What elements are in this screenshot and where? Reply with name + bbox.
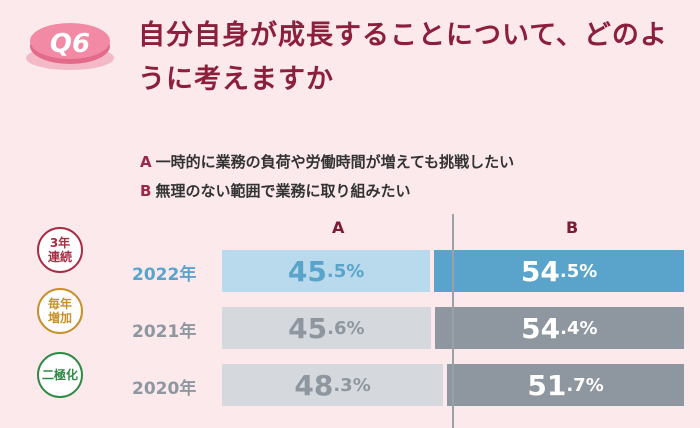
- question-number: Q6: [50, 29, 90, 59]
- badge-line2: 連続: [47, 250, 72, 264]
- question-badge: Q6: [26, 23, 114, 70]
- value-label-decimal: .7%: [566, 374, 604, 396]
- value-label-decimal: .3%: [333, 374, 371, 396]
- value-label-integer: 45: [287, 254, 327, 288]
- badge-line1: 毎年: [47, 297, 72, 311]
- bar-a: 45.6%: [222, 307, 431, 349]
- year-label: 2021年: [132, 322, 197, 342]
- value-label-integer: 54: [521, 311, 561, 345]
- column-header-a: A: [332, 218, 345, 237]
- value-label-integer: 45: [288, 311, 328, 345]
- chart-divider: [452, 214, 454, 428]
- value-label-decimal: .6%: [327, 317, 365, 339]
- bar-b: 54.4%: [434, 307, 684, 349]
- year-label: 2020年: [132, 379, 197, 399]
- badge-line2: 増加: [47, 311, 72, 325]
- legend-text-b: 無理のない範囲で業務に取り組みたい: [155, 182, 411, 200]
- legend-key-a: A: [140, 153, 152, 171]
- bar-b: 51.7%: [447, 364, 684, 406]
- legend-item-b: B 無理のない範囲で業務に取り組みたい: [140, 177, 514, 206]
- badge-line1: 二極化: [41, 368, 78, 382]
- value-label-decimal: .5%: [326, 260, 365, 282]
- legend-item-a: A 一時的に業務の負荷や労働時間が増えても挑戦したい: [140, 148, 514, 177]
- badge-polarization: 二極化: [37, 352, 83, 398]
- value-label-decimal: .4%: [560, 317, 598, 339]
- value-label-integer: 54: [520, 254, 560, 288]
- legend-text-a: 一時的に業務の負荷や労働時間が増えても挑戦したい: [155, 153, 515, 171]
- value-label-integer: 51: [527, 368, 567, 402]
- question-title: 自分自身が成長することについて、どのように考えますか: [138, 20, 668, 95]
- badge-annual-increase: 毎年 増加: [37, 288, 83, 334]
- badge-three-years: 3年 連続: [37, 227, 83, 273]
- legend-key-b: B: [140, 182, 152, 200]
- year-label: 2022年: [132, 265, 197, 285]
- legend: A 一時的に業務の負荷や労働時間が増えても挑戦したい B 無理のない範囲で業務に取り…: [140, 148, 514, 206]
- column-header-b: B: [566, 218, 579, 237]
- value-label-decimal: .5%: [559, 260, 598, 282]
- bar-a: 48.3%: [222, 364, 444, 406]
- value-label-integer: 48: [294, 368, 334, 402]
- bar-b: 54.5%: [434, 250, 684, 292]
- badge-line1: 3年: [49, 236, 71, 250]
- bar-a: 45.5%: [222, 250, 431, 292]
